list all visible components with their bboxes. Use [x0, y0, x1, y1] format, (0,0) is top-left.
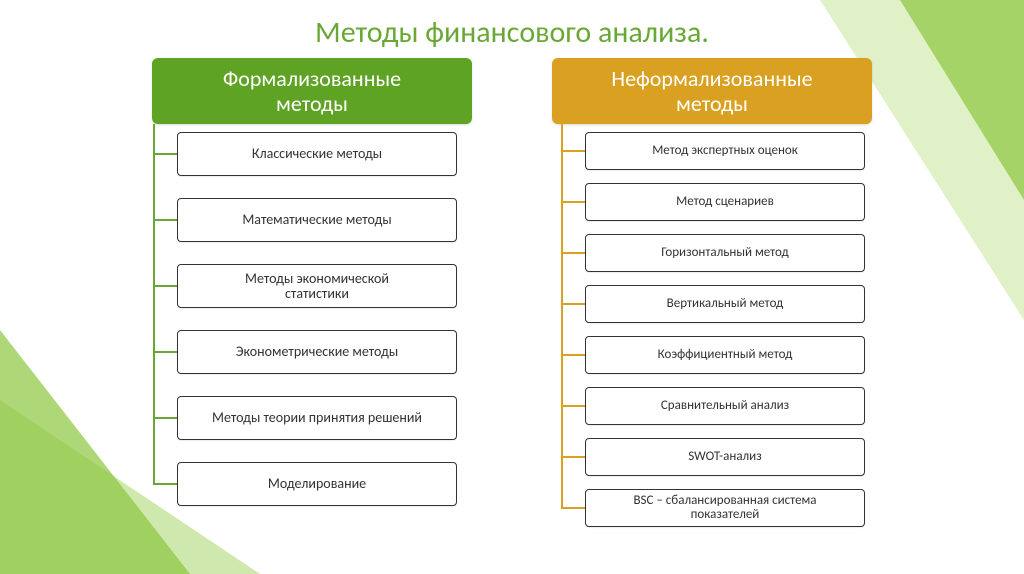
items-list: Метод экспертных оценок Метод сценариев Го…	[549, 132, 865, 527]
items-list: Классические методы Математические методы…	[141, 132, 457, 506]
list-item: Методы теории принятия решений	[177, 396, 457, 440]
tree-connector	[561, 252, 585, 254]
item-label: Коэффициентный метод	[585, 336, 865, 374]
item-label: Методы экономической статистики	[177, 264, 457, 308]
list-item: Методы экономической статистики	[177, 264, 457, 308]
list-item: Горизонтальный метод	[585, 234, 865, 272]
tree-connector	[153, 483, 177, 485]
list-item: SWOT-анализ	[585, 438, 865, 476]
item-label: Методы теории принятия решений	[177, 396, 457, 440]
tree-connector	[561, 303, 585, 305]
item-label: Сравнительный анализ	[585, 387, 865, 425]
slide-title: Методы финансового анализа.	[0, 14, 1024, 51]
tree-connector	[561, 150, 585, 152]
tree-connector	[561, 201, 585, 203]
item-label: Метод экспертных оценок	[585, 132, 865, 170]
tree-connector	[153, 153, 177, 155]
list-item: Моделирование	[177, 462, 457, 506]
list-item: Математические методы	[177, 198, 457, 242]
column-header: Неформализованные методы	[552, 58, 872, 124]
list-item: Классические методы	[177, 132, 457, 176]
tree-connector	[561, 405, 585, 407]
item-label: SWOT-анализ	[585, 438, 865, 476]
tree-connector	[153, 417, 177, 419]
tree-connector	[153, 219, 177, 221]
tree-connector	[561, 507, 585, 509]
list-item: Метод сценариев	[585, 183, 865, 221]
tree-connector	[153, 351, 177, 353]
list-item: Метод экспертных оценок	[585, 132, 865, 170]
list-item: Коэффициентный метод	[585, 336, 865, 374]
item-label: Классические методы	[177, 132, 457, 176]
list-item: BSC – сбалансированная система показател…	[585, 489, 865, 527]
slide: Методы финансового анализа. Формализован…	[0, 0, 1024, 574]
tree-connector	[561, 456, 585, 458]
item-label: Эконометрические методы	[177, 330, 457, 374]
tree: Метод экспертных оценок Метод сценариев Го…	[549, 132, 865, 527]
list-item: Сравнительный анализ	[585, 387, 865, 425]
item-label: Моделирование	[177, 462, 457, 506]
tree: Классические методы Математические методы…	[141, 132, 457, 506]
columns-container: Формализованные методы Классические метод…	[0, 58, 1024, 568]
item-label: Математические методы	[177, 198, 457, 242]
item-label: BSC – сбалансированная система показател…	[585, 489, 865, 527]
column-header: Формализованные методы	[152, 58, 472, 124]
tree-connector	[561, 354, 585, 356]
item-label: Метод сценариев	[585, 183, 865, 221]
list-item: Вертикальный метод	[585, 285, 865, 323]
column-informal: Неформализованные методы Метод экспертных…	[552, 58, 872, 568]
column-formal: Формализованные методы Классические метод…	[152, 58, 472, 568]
list-item: Эконометрические методы	[177, 330, 457, 374]
tree-connector	[153, 285, 177, 287]
item-label: Вертикальный метод	[585, 285, 865, 323]
item-label: Горизонтальный метод	[585, 234, 865, 272]
